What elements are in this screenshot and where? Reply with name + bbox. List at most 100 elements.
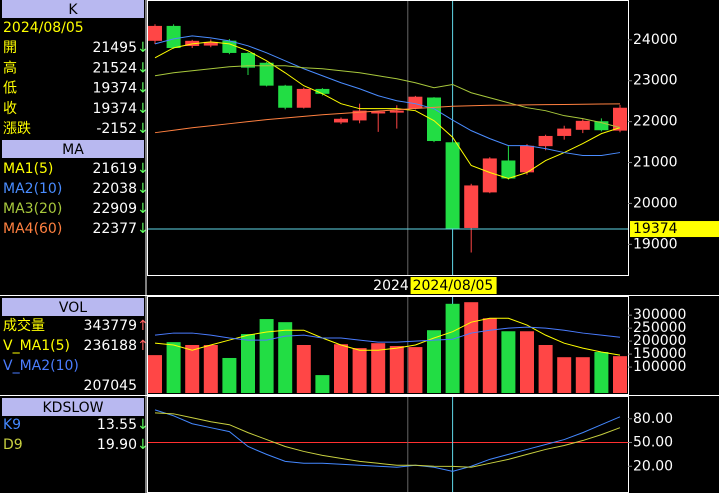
readout-value: 21495 xyxy=(92,40,137,56)
volume-bar xyxy=(557,357,572,393)
candle-body xyxy=(166,25,181,49)
volume-bar xyxy=(296,345,311,393)
readout-value: -2152 xyxy=(96,121,137,137)
readout-label: V_MA2(10) xyxy=(3,358,79,374)
panel-header-label: K xyxy=(68,2,78,18)
y-tick-label: 50.00 xyxy=(633,435,673,451)
readout-label: MA3(20) xyxy=(3,201,62,217)
candle-body xyxy=(594,121,609,131)
candle-body xyxy=(241,52,255,68)
volume-bar xyxy=(501,331,516,393)
volume-bar xyxy=(334,344,348,393)
y-tick-label: 150000 xyxy=(633,346,686,362)
candle-body xyxy=(520,145,534,173)
readout-label: MA2(10) xyxy=(3,181,62,197)
panel-header xyxy=(2,0,144,18)
readout-label: MA1(5) xyxy=(3,161,53,177)
volume-bar xyxy=(315,375,330,393)
readout-value: 22909 xyxy=(92,201,137,217)
x-tick-label: 2024 xyxy=(373,278,409,294)
readout-value: 19.90 xyxy=(97,437,137,453)
readout-label: 高 xyxy=(3,59,17,76)
volume-bar xyxy=(520,331,534,393)
candle-body xyxy=(613,107,627,131)
candle-body xyxy=(315,88,330,94)
readout-value: 343779 xyxy=(84,318,137,334)
y-tick-label: 20.00 xyxy=(633,458,673,474)
panel-header xyxy=(2,398,144,416)
volume-bar xyxy=(166,342,181,393)
readout-label: MA4(60) xyxy=(3,221,62,237)
readout-trend: ↓ xyxy=(137,437,149,453)
readout-label: 漲跌 xyxy=(3,121,31,137)
y-tick-label: 80.00 xyxy=(633,411,673,427)
candle-body xyxy=(296,88,311,108)
plot-frame xyxy=(147,0,629,276)
y-tick-label: 300000 xyxy=(633,307,686,323)
candle-body xyxy=(408,96,423,109)
candle-body xyxy=(148,25,162,41)
volume-bar xyxy=(445,303,460,393)
volume-bar xyxy=(427,330,441,393)
readout-value: 13.55 xyxy=(97,417,137,433)
volume-bar xyxy=(203,345,218,393)
y-tick-label: 20000 xyxy=(633,195,678,211)
readout-trend: ↓ xyxy=(137,201,149,217)
series-line xyxy=(154,317,621,356)
volume-bar xyxy=(259,319,274,393)
volume-bar xyxy=(538,345,553,393)
volume-bar xyxy=(389,346,404,393)
y-tick-label: 250000 xyxy=(633,320,686,336)
y-tick-label: 100000 xyxy=(633,359,686,375)
readout-trend: ↓ xyxy=(137,161,149,177)
volume-bar xyxy=(222,357,237,393)
candle-body xyxy=(334,118,348,123)
crosshair-date-box xyxy=(410,277,497,294)
panel-header xyxy=(2,140,144,158)
candle-body xyxy=(278,85,293,108)
y-tick-label: 23000 xyxy=(633,73,678,89)
series-line xyxy=(154,412,621,468)
readout-value: 22377 xyxy=(92,221,137,237)
volume-bar xyxy=(464,302,479,393)
candle-body xyxy=(445,142,460,230)
volume-bar xyxy=(408,347,423,393)
readout-value: 236188 xyxy=(84,338,137,354)
y-tick-label: 21000 xyxy=(633,155,678,171)
readout-value: 207045 xyxy=(84,378,137,394)
readout-trend: ↑ xyxy=(137,318,149,334)
candle-body xyxy=(482,158,497,193)
crosshair-date: 2024/08/05 xyxy=(413,278,494,294)
series-line xyxy=(154,65,621,129)
volume-bar xyxy=(352,348,367,393)
readout-trend: ↓ xyxy=(137,81,149,97)
candle-body xyxy=(464,185,479,228)
readout-date: 2024/08/05 xyxy=(3,20,84,36)
volume-bar xyxy=(185,345,200,393)
readout-label: D9 xyxy=(3,437,23,453)
panel-header-label: MA xyxy=(62,142,84,158)
readout-trend: ↓ xyxy=(137,221,149,237)
readout-trend: ↓ xyxy=(137,121,149,137)
readout-label: K9 xyxy=(3,417,21,433)
candle-body xyxy=(575,120,590,130)
readout-value: 19374 xyxy=(92,101,137,117)
volume-bar xyxy=(594,352,609,393)
volume-bar xyxy=(613,356,627,393)
readout-label: V_MA1(5) xyxy=(3,338,70,354)
plot-frame xyxy=(147,296,629,395)
volume-bar xyxy=(482,318,497,393)
candle-body xyxy=(538,135,553,147)
readout-label: 收 xyxy=(3,101,17,117)
candle-body xyxy=(259,62,274,86)
series-line xyxy=(154,35,621,157)
panel-header-label: VOL xyxy=(59,300,87,316)
y-tick-label: 200000 xyxy=(633,333,686,349)
y-tick-label: 19000 xyxy=(633,236,678,252)
series-line xyxy=(154,103,621,134)
readout-trend: ↓ xyxy=(137,101,149,117)
readout-trend: ↓ xyxy=(137,181,149,197)
crosshair-price: 19374 xyxy=(633,221,678,237)
volume-bar xyxy=(148,355,162,393)
